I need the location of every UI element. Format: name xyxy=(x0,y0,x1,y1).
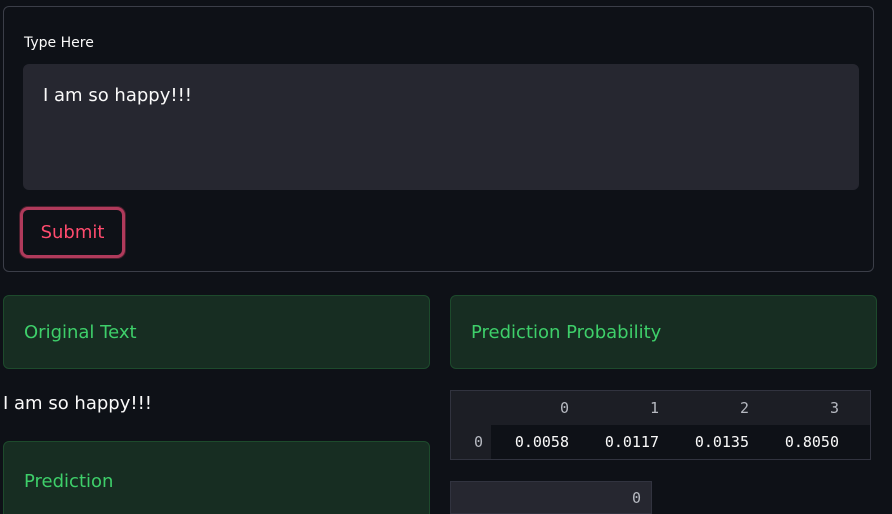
table-cell[interactable]: 0.8050 xyxy=(784,433,839,451)
text-input-label: Type Here xyxy=(24,35,94,51)
probability-dataframe[interactable]: 0 1 2 3 0 0.0058 0.0117 0.0135 0.8050 xyxy=(450,390,871,460)
original-text-output: I am so happy!!! xyxy=(3,393,153,414)
original-text-heading: Original Text xyxy=(3,295,430,369)
table-cell[interactable]: 0.0058 xyxy=(514,433,569,451)
prediction-heading-label: Prediction xyxy=(24,470,114,492)
dataframe-header-row: 0 1 2 3 xyxy=(451,391,870,425)
row-index-cell: 0 xyxy=(451,425,491,459)
submit-button[interactable]: Submit xyxy=(20,207,125,258)
input-form: Type Here I am so happy!!! Submit xyxy=(3,6,874,272)
prediction-heading: Prediction xyxy=(3,441,430,514)
row-index: 0 xyxy=(473,433,483,451)
prediction-probability-heading: Prediction Probability xyxy=(450,295,877,369)
column-header[interactable]: 0 xyxy=(559,399,569,417)
prediction-dataframe[interactable]: 0 xyxy=(450,481,652,514)
column-header[interactable]: 0 xyxy=(631,489,641,507)
original-text-heading-label: Original Text xyxy=(24,321,137,343)
text-input-area[interactable]: I am so happy!!! xyxy=(23,64,859,190)
column-header[interactable]: 1 xyxy=(649,399,659,417)
table-cell[interactable]: 0.0117 xyxy=(604,433,659,451)
table-cell[interactable]: 0.0135 xyxy=(694,433,749,451)
column-header[interactable]: 2 xyxy=(739,399,749,417)
prediction-probability-heading-label: Prediction Probability xyxy=(471,321,662,343)
column-header[interactable]: 3 xyxy=(829,399,839,417)
table-row: 0 0.0058 0.0117 0.0135 0.8050 xyxy=(451,425,870,459)
